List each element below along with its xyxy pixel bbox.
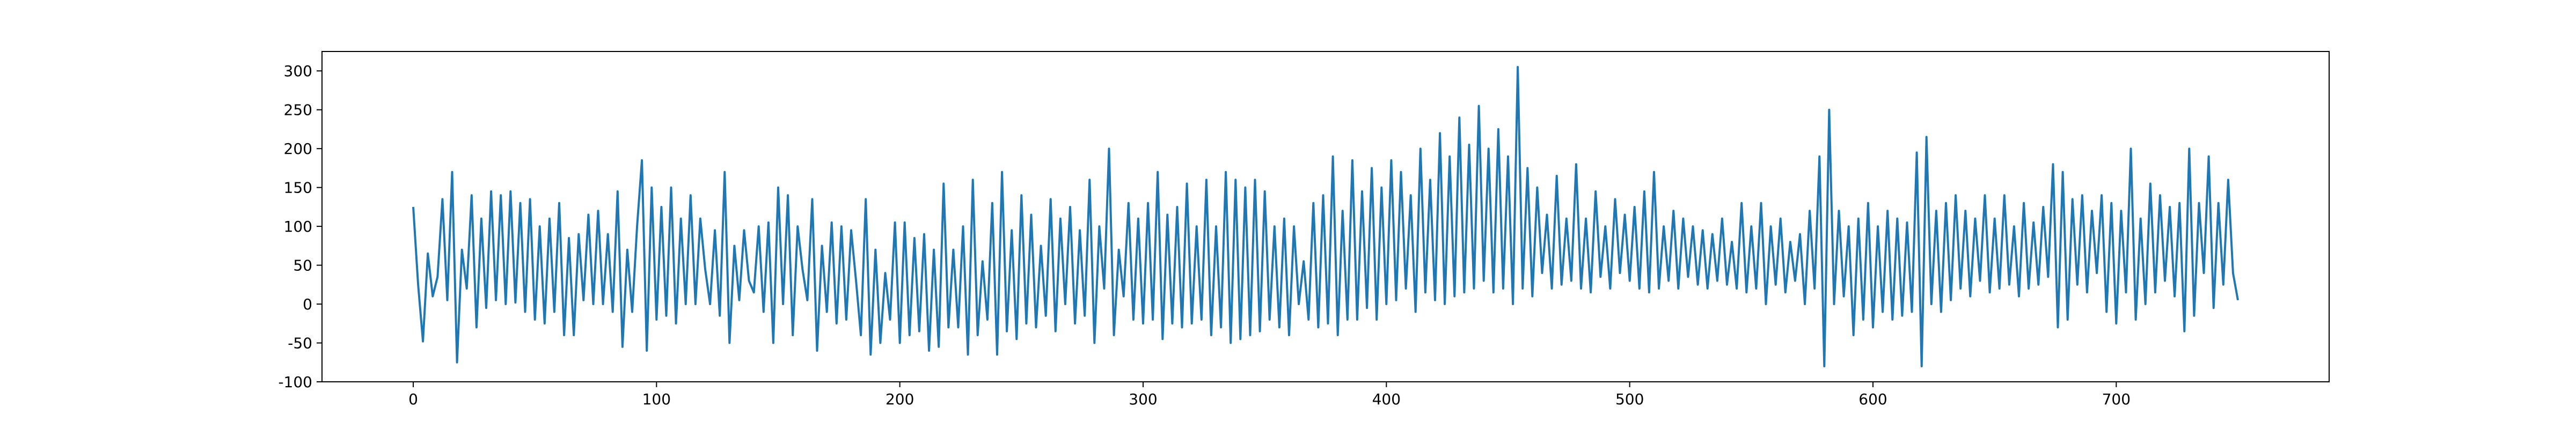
y-tick-label: 0 — [303, 295, 312, 313]
axes-frame — [321, 51, 2330, 382]
y-tick-label: -50 — [288, 335, 312, 352]
series-line-0 — [412, 66, 2239, 367]
x-tick-label: 300 — [1129, 390, 1157, 408]
y-tick-label: 50 — [293, 257, 312, 275]
x-tick-label: 400 — [1372, 390, 1401, 408]
y-tick-label: 250 — [284, 101, 312, 119]
x-axis: 0 100 200 300 400 500 600 700 — [408, 382, 2131, 408]
y-tick-label: 150 — [284, 179, 312, 197]
x-tick-label: 0 — [408, 390, 418, 408]
x-tick-label: 500 — [1615, 390, 1644, 408]
y-tick-label: 100 — [284, 218, 312, 235]
y-tick-label: -100 — [278, 373, 312, 391]
y-tick-label: 200 — [284, 140, 312, 158]
x-tick-label: 600 — [1858, 390, 1887, 408]
y-axis: -100 -50 0 50 100 150 200 250 300 — [278, 62, 322, 391]
x-tick-label: 100 — [642, 390, 671, 408]
y-tick-label: 300 — [284, 62, 312, 80]
x-tick-label: 200 — [885, 390, 914, 408]
x-tick-label: 700 — [2102, 390, 2131, 408]
plot-area — [412, 66, 2239, 367]
